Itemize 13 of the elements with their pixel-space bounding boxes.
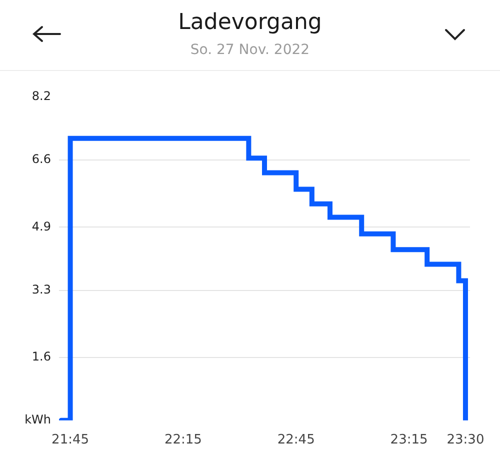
chart-title: Ladevorgang xyxy=(177,10,323,35)
chart-subtitle: So. 27 Nov. 2022 xyxy=(189,42,311,58)
x-tick-label: 23:15 xyxy=(390,432,428,448)
y-tick-label: 3.3 xyxy=(32,282,51,296)
x-tick-label: 22:15 xyxy=(164,432,202,448)
x-tick-label: 22:45 xyxy=(277,432,315,448)
y-tick-label: 4.9 xyxy=(32,219,51,234)
y-tick-label: 8.2 xyxy=(32,89,51,104)
y-tick-label: 1.6 xyxy=(32,349,51,364)
x-tick-label: 23:30 xyxy=(446,432,484,448)
y-tick-label: kWh xyxy=(24,412,51,427)
x-tick-label: 21:45 xyxy=(52,432,90,448)
y-tick-label: 6.6 xyxy=(32,152,51,166)
